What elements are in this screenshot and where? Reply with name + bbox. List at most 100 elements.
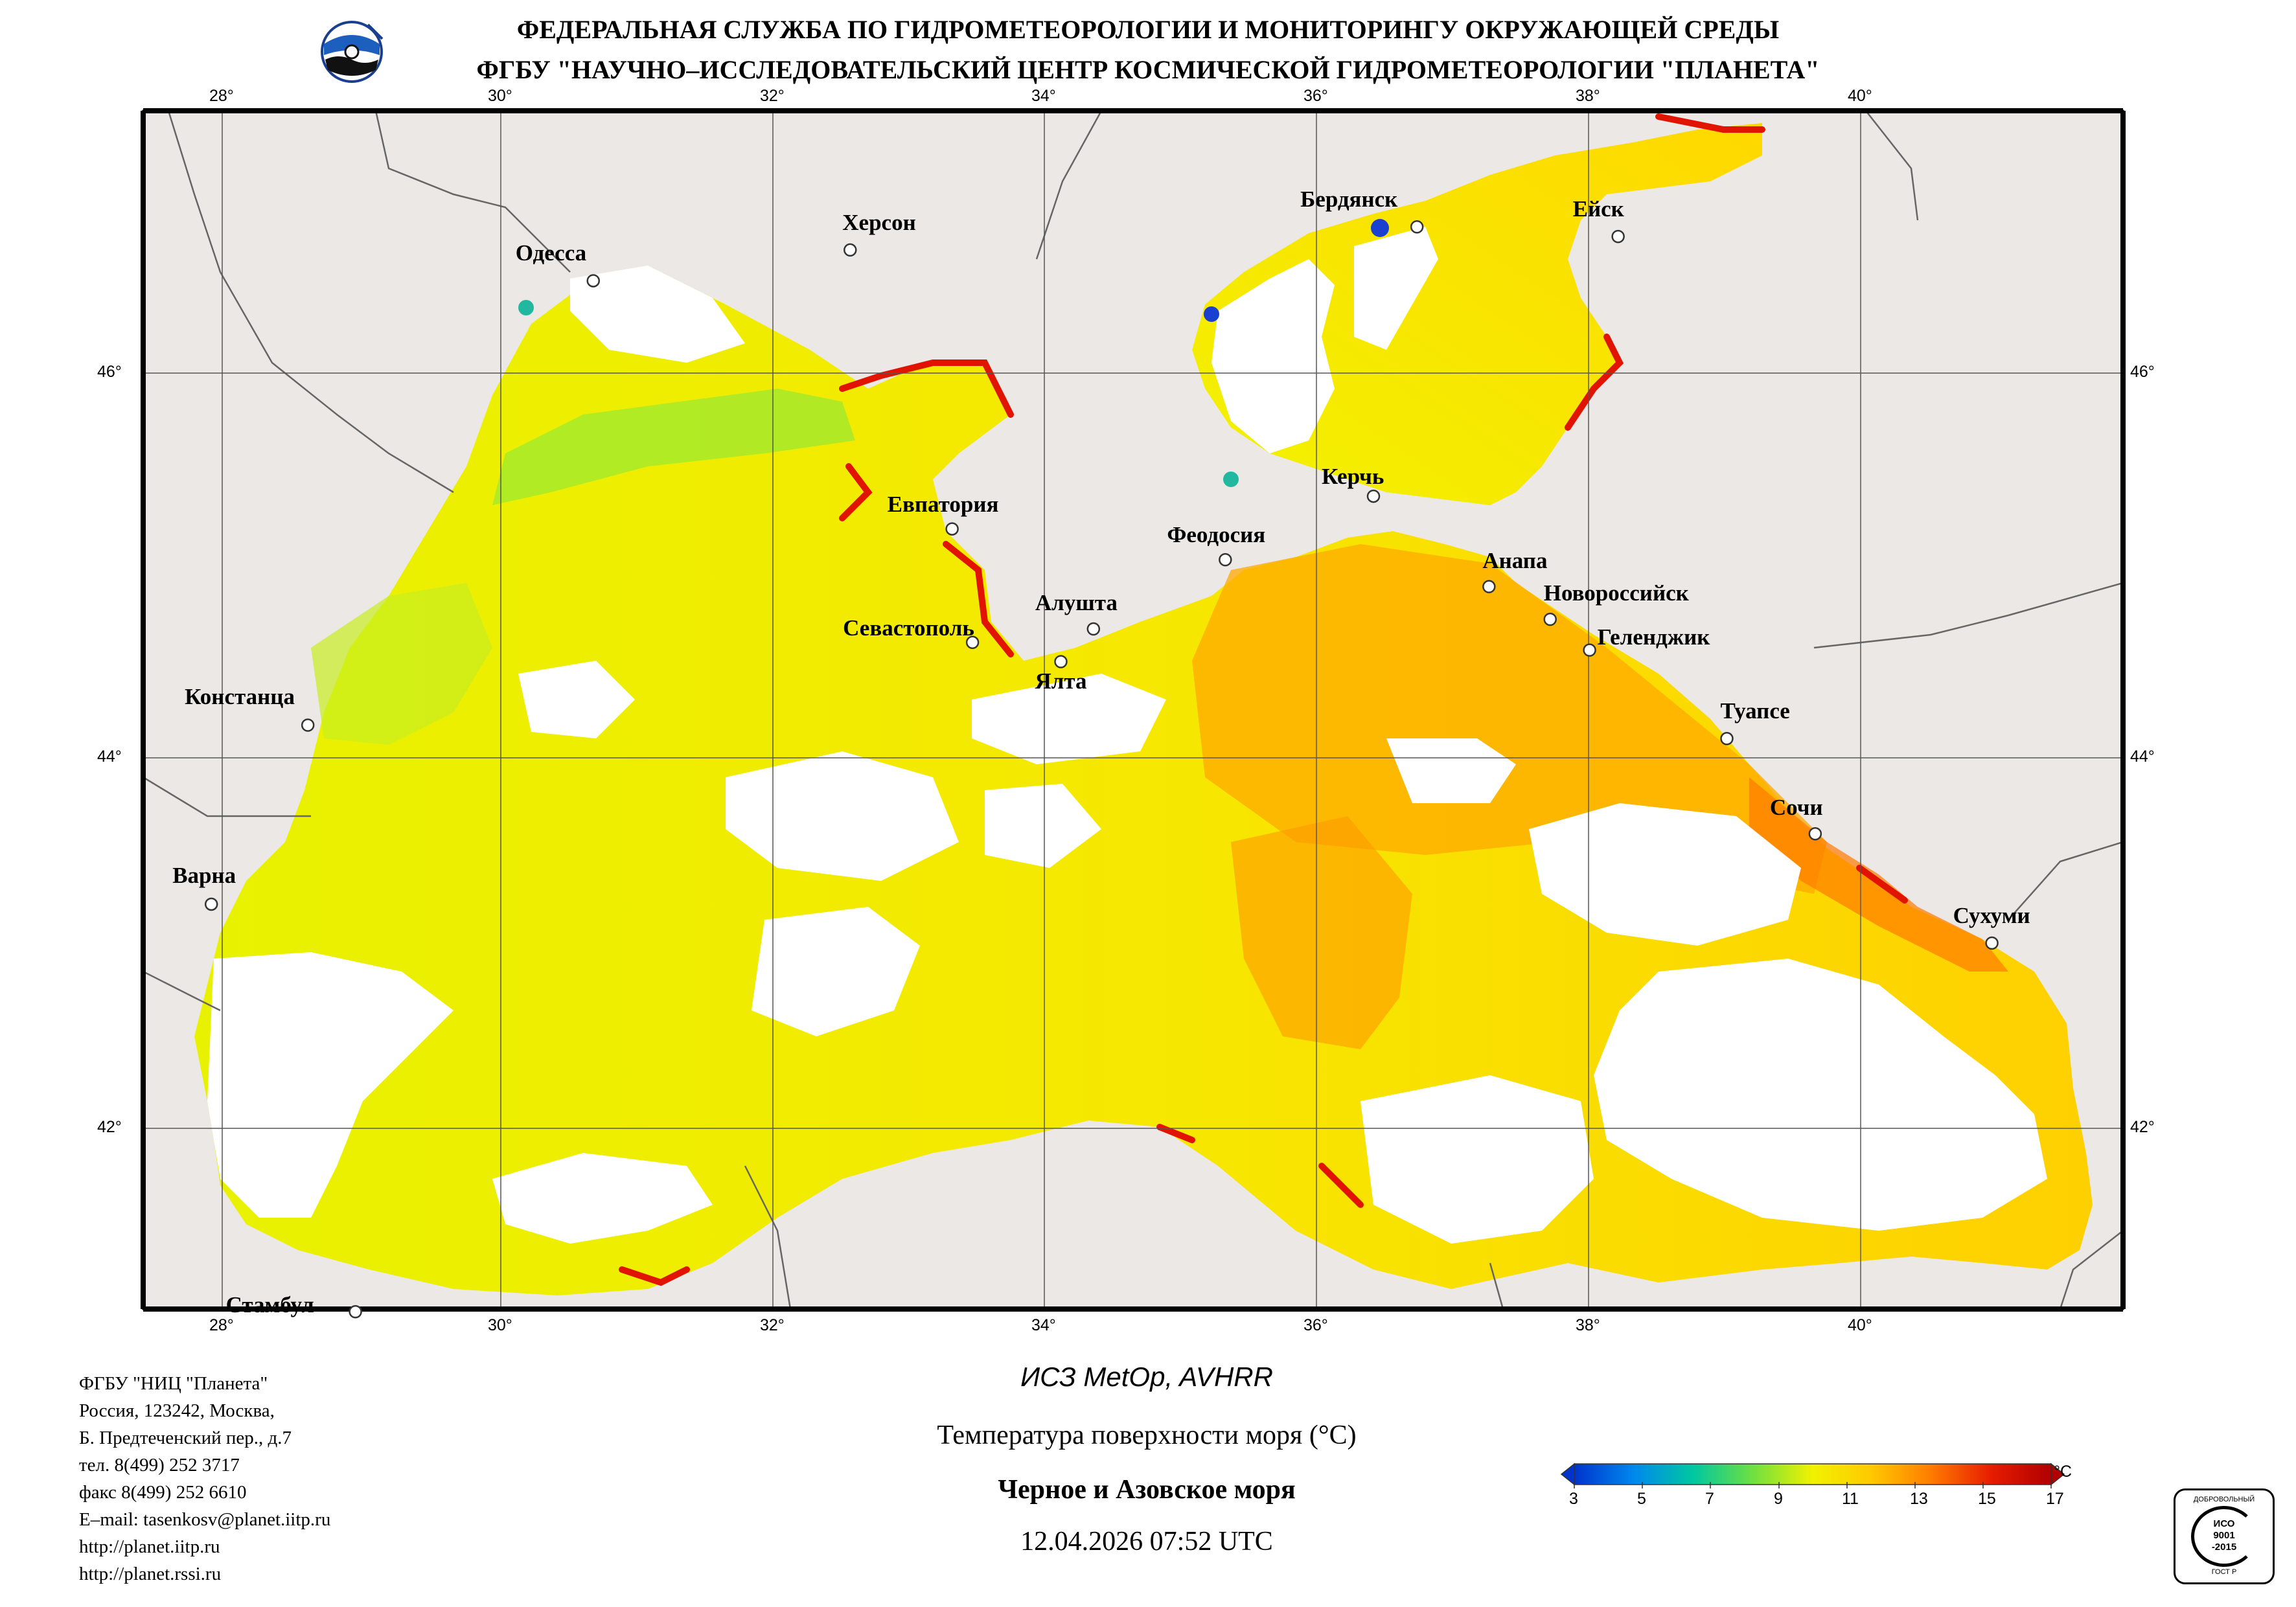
iso-badge: ДОБРОВОЛЬНЫЙ ИСО 9001 -2015 ГОСТ Р (2174, 1488, 2275, 1584)
lon-tick-label-top: 28° (209, 87, 234, 105)
city-markers (204, 220, 1999, 1319)
lat-tick-label-right: 46° (2130, 363, 2155, 381)
cool-zone-nw (492, 389, 855, 505)
city-label: Евпатория (887, 491, 999, 517)
city-marker (1985, 936, 1999, 950)
colorbar-tick-label: 3 (1569, 1490, 1578, 1508)
city-label: Керчь (1322, 464, 1384, 490)
city-marker (844, 243, 857, 257)
lat-tick-label-right: 42° (2130, 1118, 2155, 1136)
lon-tick-label-bottom: 40° (1848, 1316, 1872, 1334)
colorbar (1560, 1463, 2065, 1488)
lon-tick-label-bottom: 36° (1303, 1316, 1328, 1334)
lat-tick-label-right: 44° (2130, 747, 2155, 766)
colorbar-tick-label: 11 (1842, 1490, 1859, 1508)
city-marker (1054, 655, 1068, 668)
cloud-mask (207, 227, 2047, 1244)
borders (143, 111, 2123, 1309)
colorbar-tick-label: 17 (2046, 1490, 2064, 1508)
lon-tick-label-bottom: 38° (1576, 1316, 1600, 1334)
city-marker (945, 522, 959, 536)
city-label: Туапсе (1720, 698, 1790, 724)
city-marker (965, 635, 980, 650)
footer-url1: http://planet.iitp.ru (79, 1536, 220, 1557)
city-marker (1808, 827, 1822, 841)
lon-tick-label-bottom: 30° (488, 1316, 512, 1334)
lon-tick-label-top: 30° (488, 87, 512, 105)
warm-zone-east (1192, 544, 1827, 894)
city-marker (349, 1305, 362, 1319)
warm-zone-central (1231, 816, 1412, 1049)
lat-tick-label-left: 46° (97, 363, 122, 381)
city-marker (1086, 622, 1101, 636)
city-label: Геленджик (1597, 624, 1710, 650)
colorbar-tick-label: 9 (1774, 1490, 1783, 1508)
lon-tick-label-bottom: 32° (760, 1316, 785, 1334)
lon-tick-label-bottom: 28° (209, 1316, 234, 1334)
colorbar-tick-label: 7 (1705, 1490, 1714, 1508)
city-marker (1219, 553, 1232, 567)
lat-tick-label-left: 44° (97, 747, 122, 766)
city-marker (1720, 732, 1734, 746)
lon-tick-label-top: 34° (1031, 87, 1056, 105)
city-marker (586, 274, 601, 288)
caption-satellite: ИСЗ MetOp, AVHRR (1020, 1362, 1273, 1392)
header-title-line1: ФЕДЕРАЛЬНАЯ СЛУЖБА ПО ГИДРОМЕТЕОРОЛОГИИ … (516, 15, 1780, 44)
city-label: Феодосия (1167, 522, 1266, 548)
city-marker (204, 897, 218, 911)
city-label: Констанца (185, 683, 295, 709)
city-label: Сухуми (1953, 903, 2030, 928)
city-marker (1482, 580, 1496, 593)
iso-badge-line1: ИСО (2213, 1518, 2235, 1529)
graticule (143, 111, 2123, 1309)
city-marker (1611, 229, 1625, 244)
lon-tick-label-top: 40° (1848, 87, 1872, 105)
caption-region: Черное и Азовское моря (998, 1475, 1296, 1505)
city-label: Ейск (1572, 196, 1624, 222)
lat-tick-label-left: 42° (97, 1118, 122, 1136)
city-marker (1583, 643, 1596, 657)
city-label: Ялта (1035, 668, 1087, 694)
iso-badge-line3: -2015 (2211, 1542, 2237, 1553)
city-label: Варна (172, 862, 236, 888)
footer-fax: факс 8(499) 252 6610 (79, 1482, 247, 1503)
caption-datetime: 12.04.2026 07:52 UTC (1020, 1527, 1273, 1556)
iso-badge-bottom: ГОСТ Р (2211, 1568, 2237, 1576)
caption-parameter: Температура поверхности моря (°C) (937, 1420, 1357, 1450)
city-label: Новороссийск (1543, 580, 1689, 606)
city-marker (1366, 489, 1381, 503)
iso-badge-top: ДОБРОВОЛЬНЫЙ (2193, 1496, 2255, 1503)
map-frame-thick (141, 108, 2126, 1312)
lon-tick-label-top: 36° (1303, 87, 1328, 105)
city-marker (1543, 612, 1557, 626)
footer-url2: http://planet.rssi.ru (79, 1564, 222, 1584)
footer-org: ФГБУ "НИЦ "Планета" (79, 1373, 268, 1394)
colorbar-unit: °C (2054, 1463, 2072, 1481)
lon-tick-label-top: 32° (760, 87, 785, 105)
lon-tick-label-bottom: 34° (1031, 1316, 1056, 1334)
planeta-logo (321, 21, 384, 83)
azov-sea-water (1192, 123, 1762, 505)
footer-address1: Россия, 123242, Москва, (79, 1400, 275, 1421)
city-label: Анапа (1482, 547, 1548, 573)
city-label: Севастополь (843, 615, 974, 641)
footer-email: E–mail: tasenkosv@planet.iitp.ru (79, 1509, 331, 1530)
colorbar-tick-label: 15 (1978, 1490, 1996, 1508)
city-label: Одесса (515, 240, 587, 266)
city-marker (1410, 220, 1424, 234)
header-title-line2: ФГБУ "НАУЧНО–ИССЛЕДОВАТЕЛЬСКИЙ ЦЕНТР КОС… (476, 55, 1820, 84)
cold-spots (518, 219, 1389, 487)
iso-badge-line2: 9001 (2213, 1530, 2235, 1541)
colorbar-tick-label: 5 (1637, 1490, 1646, 1508)
city-label: Стамбул (225, 1292, 314, 1318)
city-label: Сочи (1769, 795, 1823, 821)
lon-tick-label-top: 38° (1576, 87, 1600, 105)
city-marker (301, 718, 315, 732)
cool-zone-west (311, 583, 492, 745)
footer-phone: тел. 8(499) 252 3717 (79, 1455, 240, 1476)
city-label: Бердянск (1300, 187, 1398, 212)
city-label: Херсон (842, 209, 916, 235)
colorbar-tick-label: 13 (1910, 1490, 1928, 1508)
footer-address2: Б. Предтеченский пер., д.7 (79, 1428, 292, 1448)
